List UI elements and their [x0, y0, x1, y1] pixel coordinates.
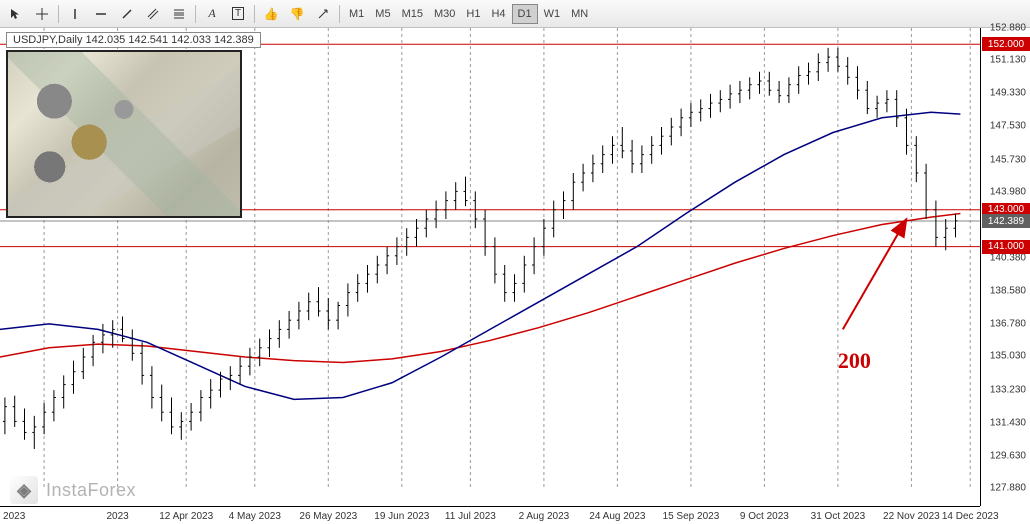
toolbar-separator — [339, 5, 340, 23]
timeframe-d1[interactable]: D1 — [512, 4, 538, 24]
y-tick-label: 136.780 — [990, 319, 1026, 330]
x-tick-label: 31 Oct 2023 — [811, 511, 865, 522]
y-level-marker: 141.000 — [982, 240, 1030, 254]
x-tick-label: 15 Sep 2023 — [663, 511, 720, 522]
trendline-tool[interactable] — [115, 3, 139, 25]
timeframe-h4[interactable]: H4 — [486, 4, 510, 24]
x-tick-label: 19 Jun 2023 — [374, 511, 429, 522]
timeframe-h1[interactable]: H1 — [461, 4, 485, 24]
x-tick-label: 3 Feb 2023 — [0, 511, 25, 522]
x-tick-label: 4 May 2023 — [229, 511, 281, 522]
text-tool-t[interactable]: T — [226, 3, 250, 25]
y-tick-label: 129.630 — [990, 450, 1026, 461]
ma200-annotation: 200 — [838, 348, 871, 374]
timeframe-m1[interactable]: M1 — [344, 4, 369, 24]
vline-tool[interactable] — [63, 3, 87, 25]
x-tick-label: 14 Dec 2023 — [942, 511, 999, 522]
y-tick-label: 131.430 — [990, 417, 1026, 428]
timeframe-m30[interactable]: M30 — [429, 4, 460, 24]
y-tick-label: 149.330 — [990, 88, 1026, 99]
x-tick-label: 2023 — [106, 511, 128, 522]
x-tick-label: 11 Jul 2023 — [445, 511, 496, 522]
toolbar-separator — [58, 5, 59, 23]
thumb-down-icon[interactable]: 👎 — [285, 3, 309, 25]
y-tick-label: 140.380 — [990, 253, 1026, 264]
crosshair-tool[interactable] — [30, 3, 54, 25]
y-level-marker: 152.000 — [982, 37, 1030, 51]
timeframe-mn[interactable]: MN — [566, 4, 593, 24]
y-tick-label: 135.030 — [990, 351, 1026, 362]
chart-title: USDJPY,Daily 142.035 142.541 142.033 142… — [6, 32, 261, 48]
fibo-tool[interactable] — [167, 3, 191, 25]
y-axis: 152.880151.130149.330147.530145.730143.9… — [980, 28, 1030, 506]
watermark-logo-icon: ◈ — [10, 476, 38, 504]
x-axis: 3 Feb 2023 2023 12 Apr 2023 4 May 2023 26 Ma… — [0, 506, 980, 524]
thumb-up-icon[interactable]: 👍 — [259, 3, 283, 25]
timeframe-w1[interactable]: W1 — [539, 4, 566, 24]
x-tick-label: 2 Aug 2023 — [519, 511, 570, 522]
y-tick-label: 143.980 — [990, 186, 1026, 197]
y-price-marker: 142.389 — [982, 214, 1030, 228]
timeframe-m5[interactable]: M5 — [370, 4, 395, 24]
y-tick-label: 133.230 — [990, 384, 1026, 395]
currency-inset-image — [6, 50, 242, 218]
chart-area[interactable]: USDJPY,Daily 142.035 142.541 142.033 142… — [0, 28, 1030, 524]
x-tick-label: 12 Apr 2023 — [159, 511, 213, 522]
toolbar-separator — [195, 5, 196, 23]
toolbar-separator — [254, 5, 255, 23]
watermark: ◈ InstaForex — [10, 476, 136, 504]
x-tick-label: 9 Oct 2023 — [740, 511, 789, 522]
x-tick-label: 26 May 2023 — [299, 511, 357, 522]
y-tick-label: 147.530 — [990, 121, 1026, 132]
x-tick-label: 22 Nov 2023 — [883, 511, 940, 522]
watermark-text: InstaForex — [46, 480, 136, 501]
timeframe-buttons: M1M5M15M30H1H4D1W1MN — [344, 4, 593, 24]
hline-tool[interactable] — [89, 3, 113, 25]
y-tick-label: 145.730 — [990, 154, 1026, 165]
channel-tool[interactable] — [141, 3, 165, 25]
text-tool-a[interactable]: A — [200, 3, 224, 25]
y-tick-label: 138.580 — [990, 286, 1026, 297]
toolbar: A T 👍 👎 M1M5M15M30H1H4D1W1MN — [0, 0, 1030, 28]
y-tick-label: 152.880 — [990, 23, 1026, 34]
x-tick-label: 24 Aug 2023 — [589, 511, 645, 522]
timeframe-m15[interactable]: M15 — [397, 4, 428, 24]
cursor-tool[interactable] — [4, 3, 28, 25]
arrow-tool[interactable] — [311, 3, 335, 25]
y-tick-label: 127.880 — [990, 483, 1026, 494]
y-tick-label: 151.130 — [990, 55, 1026, 66]
